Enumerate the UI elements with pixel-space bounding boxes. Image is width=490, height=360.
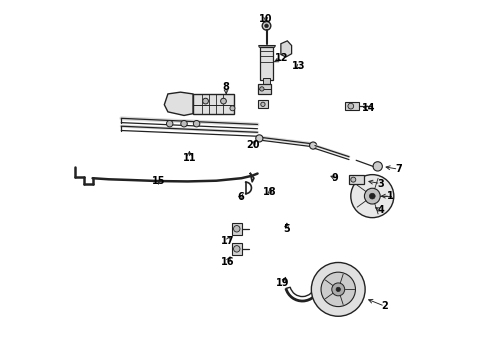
- Circle shape: [336, 287, 341, 292]
- Circle shape: [311, 262, 365, 316]
- Text: 13: 13: [292, 61, 306, 71]
- Text: 1: 1: [387, 191, 393, 201]
- Bar: [345, 102, 359, 110]
- Circle shape: [256, 135, 263, 142]
- Text: 7: 7: [395, 164, 402, 174]
- Circle shape: [332, 283, 344, 296]
- Polygon shape: [164, 92, 193, 116]
- Bar: [260, 47, 272, 80]
- Bar: [193, 94, 234, 114]
- Text: 15: 15: [151, 176, 165, 186]
- Circle shape: [348, 103, 354, 109]
- Circle shape: [365, 188, 380, 204]
- Text: 18: 18: [263, 187, 277, 197]
- Bar: [258, 100, 269, 108]
- Bar: [232, 223, 242, 234]
- Circle shape: [351, 175, 394, 218]
- Text: 3: 3: [377, 179, 384, 189]
- Circle shape: [369, 193, 375, 199]
- Circle shape: [373, 162, 382, 171]
- Text: 16: 16: [221, 257, 235, 267]
- Text: 11: 11: [183, 153, 196, 163]
- Text: 8: 8: [222, 82, 229, 92]
- Circle shape: [230, 106, 235, 111]
- Circle shape: [351, 177, 356, 182]
- Circle shape: [167, 121, 173, 127]
- Circle shape: [358, 199, 372, 213]
- Text: 19: 19: [276, 278, 290, 288]
- Circle shape: [310, 142, 317, 149]
- Text: 6: 6: [237, 192, 244, 202]
- Circle shape: [261, 102, 265, 107]
- Text: 20: 20: [246, 140, 260, 150]
- Circle shape: [194, 121, 200, 127]
- Text: 10: 10: [259, 14, 272, 24]
- Circle shape: [181, 121, 187, 127]
- Text: 12: 12: [275, 53, 289, 63]
- Bar: [349, 175, 364, 184]
- Circle shape: [265, 24, 269, 28]
- Text: 5: 5: [283, 225, 290, 234]
- Text: 9: 9: [332, 173, 339, 183]
- Circle shape: [321, 272, 355, 307]
- Circle shape: [220, 98, 226, 104]
- Bar: [263, 78, 270, 90]
- Polygon shape: [259, 45, 275, 47]
- Text: 2: 2: [382, 301, 388, 311]
- Circle shape: [234, 246, 240, 252]
- Circle shape: [260, 87, 264, 91]
- Circle shape: [203, 98, 208, 104]
- Text: 14: 14: [362, 103, 375, 113]
- Bar: [232, 243, 242, 255]
- Circle shape: [362, 203, 368, 209]
- Circle shape: [262, 22, 271, 30]
- Circle shape: [234, 226, 240, 232]
- Text: 4: 4: [377, 206, 384, 216]
- Text: 17: 17: [221, 236, 235, 246]
- Polygon shape: [281, 41, 292, 57]
- Bar: [258, 84, 271, 94]
